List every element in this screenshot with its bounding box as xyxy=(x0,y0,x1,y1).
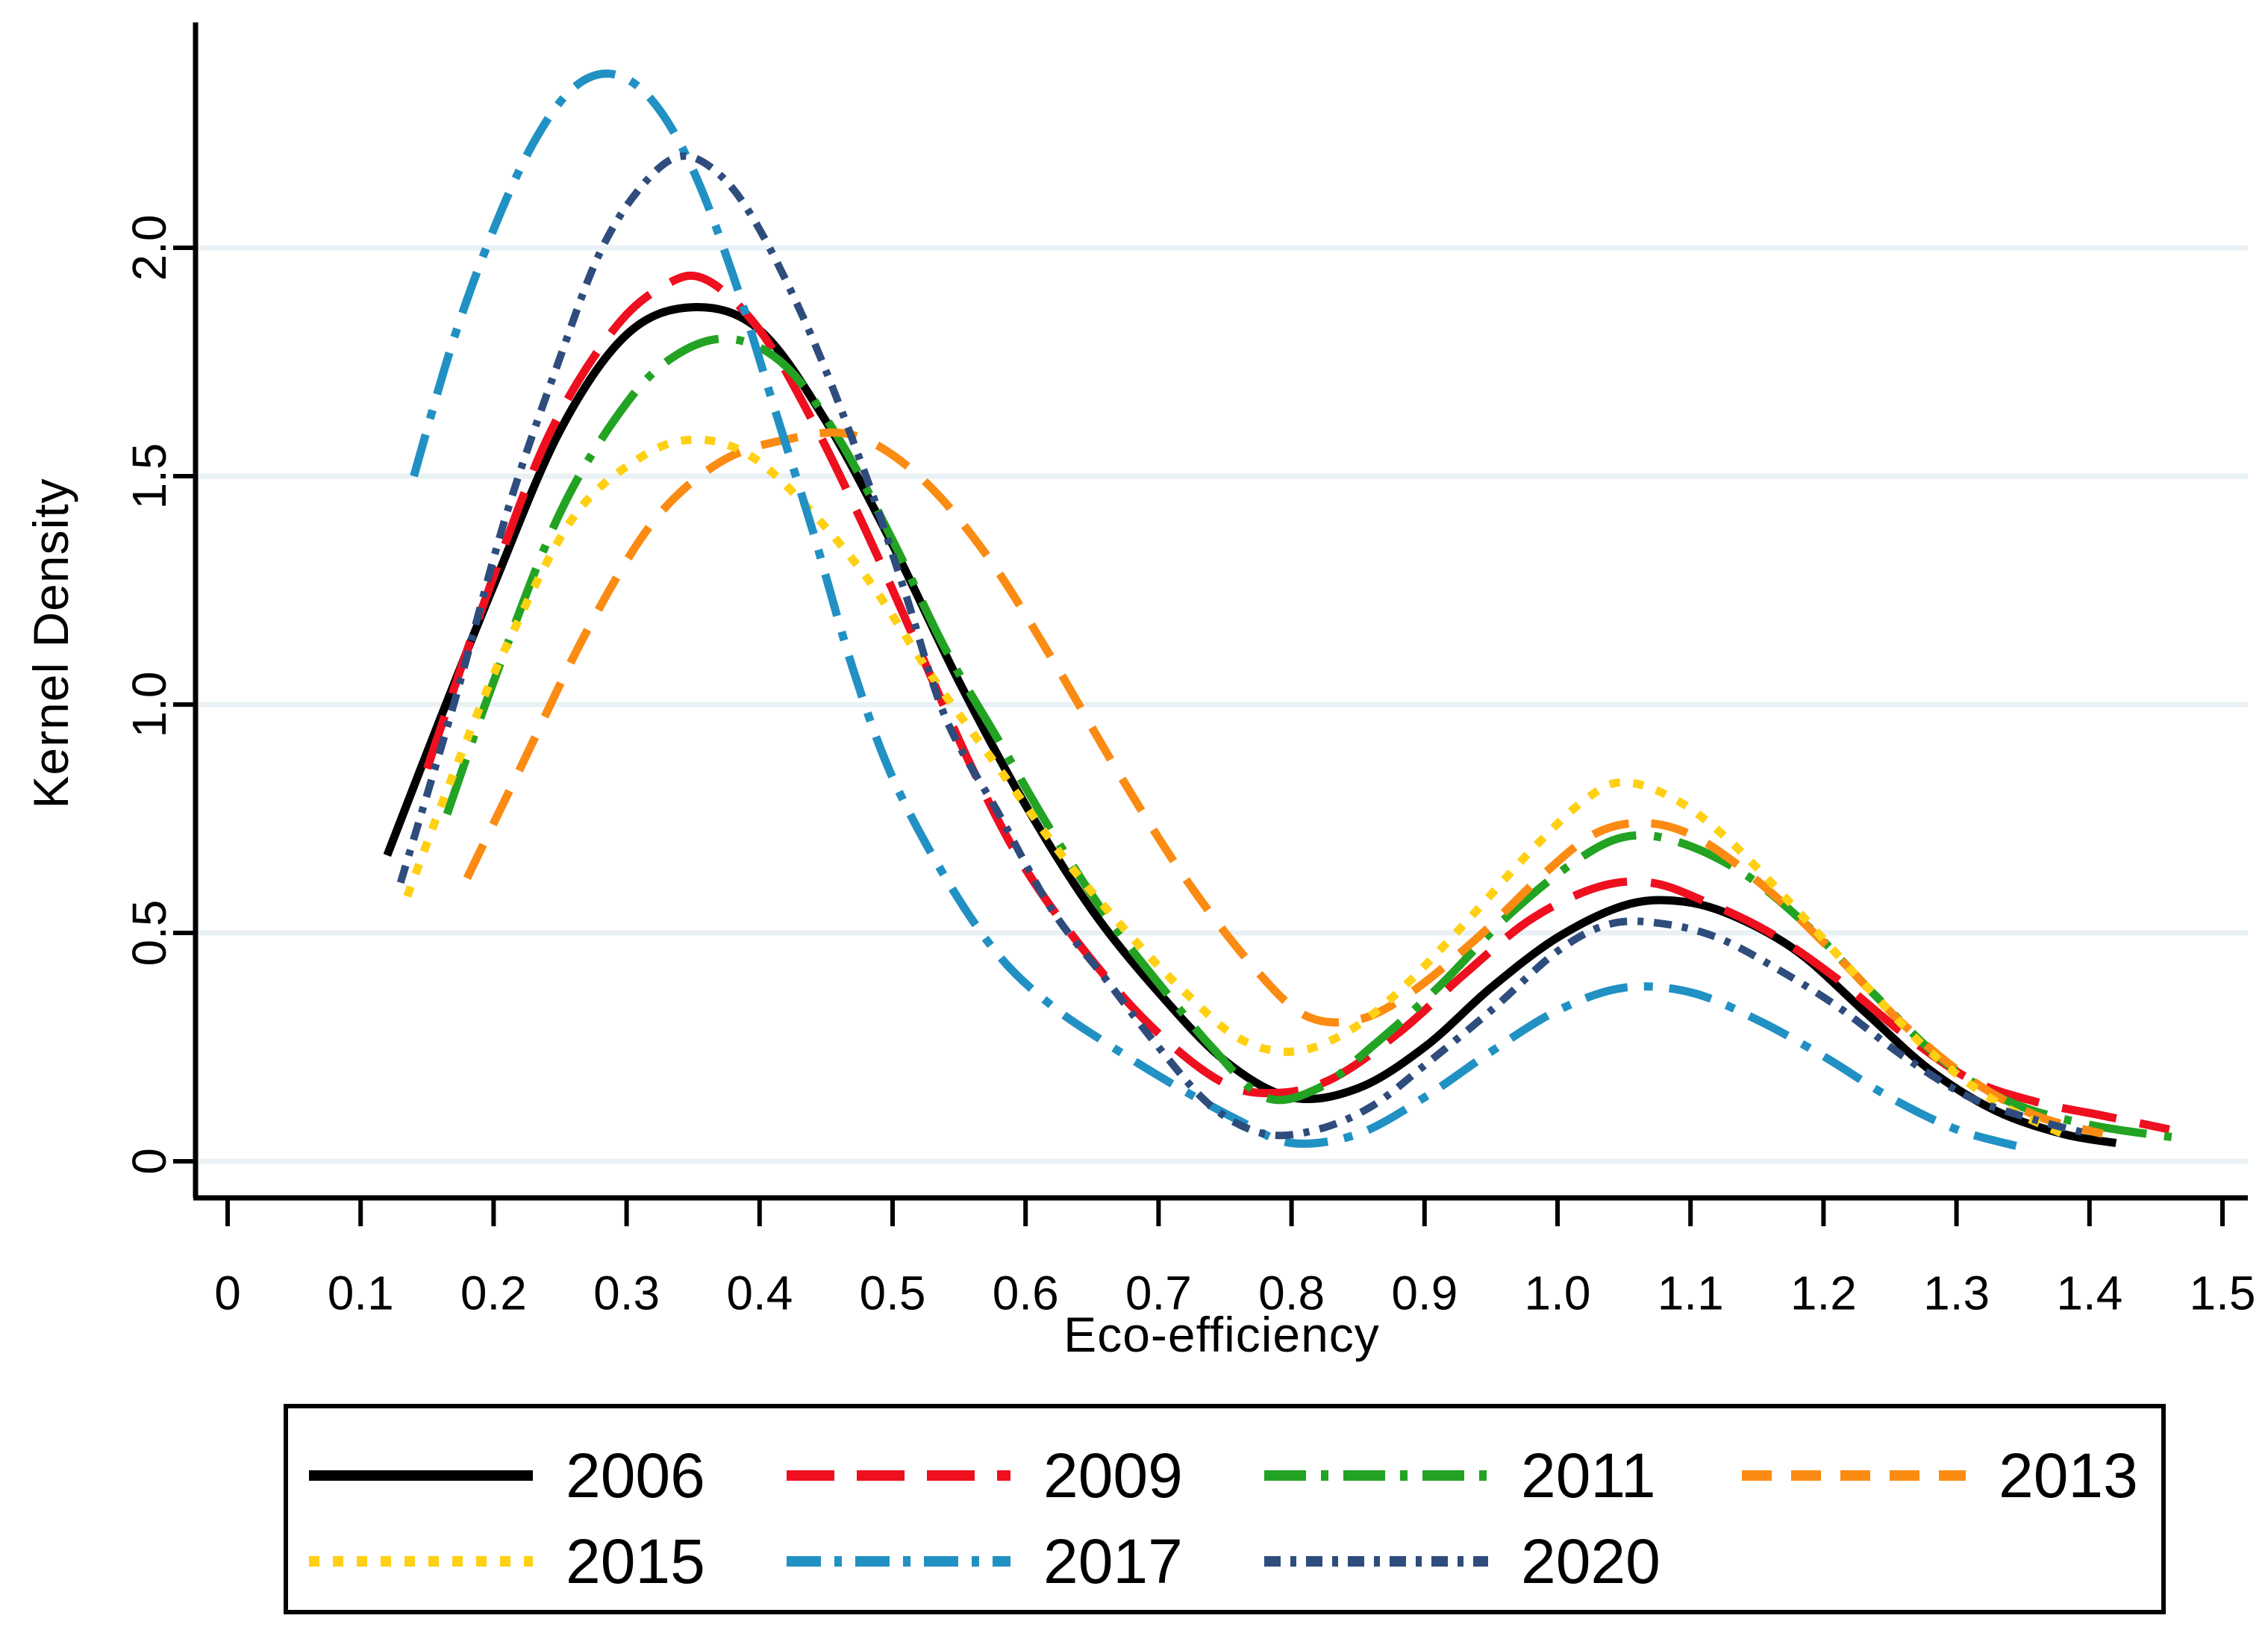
y-tick-label-1.5: 1.5 xyxy=(122,443,176,510)
legend-label-2009: 2009 xyxy=(1043,1440,1183,1511)
x-tick-label-0: 0 xyxy=(214,1266,241,1320)
legend-item-2006: 2006 xyxy=(309,1444,705,1507)
series-line-2017 xyxy=(410,69,2025,1152)
series-line-2011 xyxy=(443,334,2184,1143)
legend-label-2006: 2006 xyxy=(566,1440,705,1511)
x-tick-label-0.7: 0.7 xyxy=(1125,1266,1192,1320)
x-tick-label-0.6: 0.6 xyxy=(993,1266,1059,1320)
x-tick-label-1.0: 1.0 xyxy=(1525,1266,1591,1320)
x-tick-label-1.4: 1.4 xyxy=(2056,1266,2122,1320)
x-axis-title: Eco-efficiency xyxy=(1063,1307,1380,1362)
legend-label-2017: 2017 xyxy=(1043,1526,1183,1596)
legend-key-2009 xyxy=(787,1470,1010,1481)
y-tick-label-0: 0 xyxy=(122,1148,176,1175)
x-tick-label-0.9: 0.9 xyxy=(1391,1266,1458,1320)
series-line-2009 xyxy=(423,271,2170,1134)
x-tick-label-1.1: 1.1 xyxy=(1658,1266,1724,1320)
x-tick-label-1.3: 1.3 xyxy=(1923,1266,1990,1320)
y-tick-label-1.0: 1.0 xyxy=(122,672,176,738)
series-line-2013 xyxy=(463,428,2105,1138)
legend-key-2006 xyxy=(309,1470,533,1481)
y-axis-title: Kernel Density xyxy=(23,478,78,809)
x-tick-label-0.8: 0.8 xyxy=(1258,1266,1325,1320)
legend-item-2011: 2011 xyxy=(1264,1444,1656,1507)
legend-key-2017 xyxy=(787,1556,1010,1567)
legend-label-2015: 2015 xyxy=(566,1526,705,1596)
y-tick-label-0.5: 0.5 xyxy=(122,900,176,967)
legend-label-2013: 2013 xyxy=(1999,1440,2138,1511)
legend-key-2015 xyxy=(309,1556,533,1567)
legend-item-2013: 2013 xyxy=(1742,1444,2138,1507)
legend: 2006 2009 2011 2013 2015 2017 2020 xyxy=(284,1404,2166,1614)
legend-key-2020 xyxy=(1264,1556,1488,1567)
legend-item-2009: 2009 xyxy=(787,1444,1183,1507)
x-tick-label-1.5: 1.5 xyxy=(2190,1266,2256,1320)
x-tick-label-0.2: 0.2 xyxy=(460,1266,527,1320)
legend-item-2015: 2015 xyxy=(309,1530,705,1593)
legend-key-2011 xyxy=(1264,1470,1488,1481)
y-tick-label-2.0: 2.0 xyxy=(122,215,176,281)
x-tick-label-0.4: 0.4 xyxy=(726,1266,793,1320)
legend-label-2011: 2011 xyxy=(1521,1440,1656,1511)
legend-item-2020: 2020 xyxy=(1264,1530,1661,1593)
x-tick-label-1.2: 1.2 xyxy=(1790,1266,1857,1320)
series-line-2015 xyxy=(403,435,2065,1138)
x-tick-label-0.5: 0.5 xyxy=(860,1266,926,1320)
legend-key-2013 xyxy=(1742,1470,1966,1481)
x-tick-label-0.3: 0.3 xyxy=(593,1266,660,1320)
x-tick-label-0.1: 0.1 xyxy=(328,1266,394,1320)
legend-item-2017: 2017 xyxy=(787,1530,1183,1593)
legend-label-2020: 2020 xyxy=(1521,1526,1661,1596)
